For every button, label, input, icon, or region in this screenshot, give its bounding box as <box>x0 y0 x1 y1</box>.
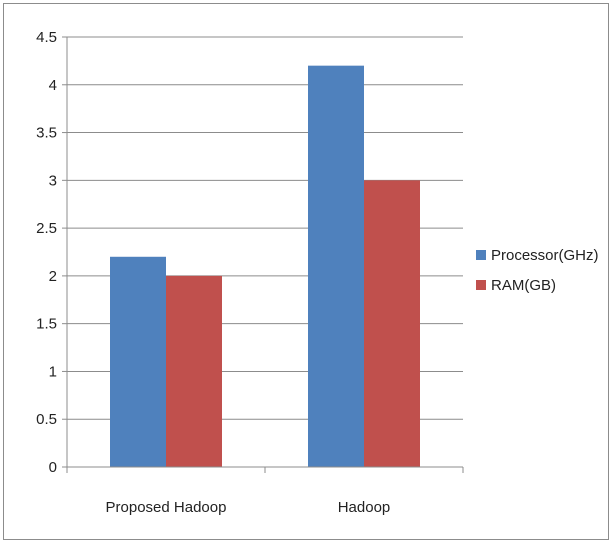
y-tick-label: 4 <box>49 77 57 94</box>
y-tick-label: 2.5 <box>36 220 57 237</box>
axes <box>62 36 464 473</box>
bar <box>308 65 364 467</box>
legend-swatch <box>476 250 486 260</box>
y-tick-label: 1.5 <box>36 316 57 333</box>
y-tick-label: 0 <box>49 459 57 476</box>
legend-label: RAM(GB) <box>491 277 556 294</box>
y-tick-label: 4.5 <box>36 29 57 46</box>
bar-chart: 0 0.5 1 1.5 2 2.5 3 3.5 4 4.5 Proposed Hadoop Hado… <box>36 29 599 516</box>
bar <box>110 256 166 467</box>
y-tick-label: 0.5 <box>36 411 57 428</box>
chart-frame: 0 0.5 1 1.5 2 2.5 3 3.5 4 4.5 Proposed Hadoop Hado… <box>3 3 609 540</box>
bar <box>166 275 222 467</box>
legend: Processor(GHz) RAM(GB) <box>476 247 599 294</box>
x-tick-label: Proposed Hadoop <box>106 499 227 516</box>
y-tick-labels: 0 0.5 1 1.5 2 2.5 3 3.5 4 4.5 <box>36 29 57 476</box>
y-tick-label: 3 <box>49 172 57 189</box>
bars <box>110 65 420 468</box>
y-tick-label: 2 <box>49 268 57 285</box>
y-tick-label: 1 <box>49 363 57 380</box>
y-tick-label: 3.5 <box>36 125 57 142</box>
legend-swatch <box>476 280 486 290</box>
x-tick-labels: Proposed Hadoop Hadoop <box>106 499 391 516</box>
x-tick-label: Hadoop <box>338 499 391 516</box>
legend-label: Processor(GHz) <box>491 247 599 264</box>
bar <box>364 180 420 468</box>
